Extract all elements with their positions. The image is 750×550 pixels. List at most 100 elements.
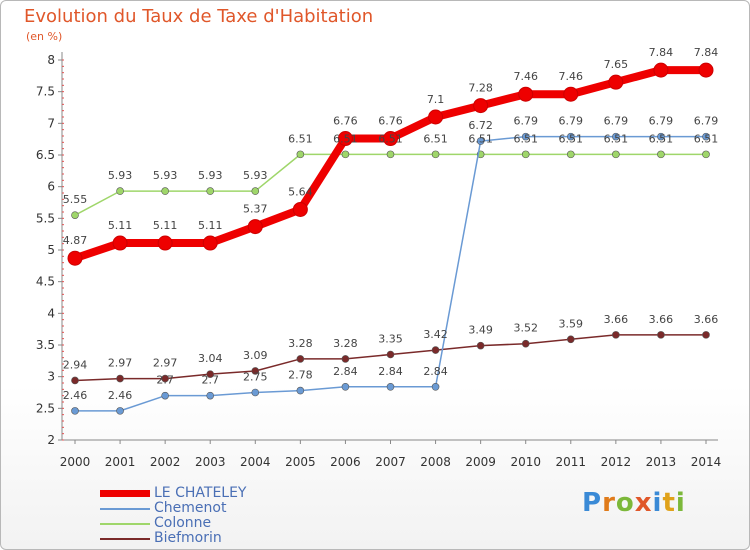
data-label: 7.28 bbox=[468, 82, 493, 95]
data-point bbox=[341, 382, 350, 391]
data-point bbox=[698, 62, 714, 78]
data-label: 3.09 bbox=[243, 349, 268, 362]
data-label: 2.78 bbox=[288, 369, 313, 382]
data-point bbox=[251, 187, 260, 195]
data-label: 5.11 bbox=[153, 219, 178, 232]
data-point bbox=[473, 98, 489, 114]
data-label: 3.42 bbox=[423, 328, 448, 341]
data-point bbox=[296, 150, 305, 159]
data-label: 2.97 bbox=[153, 357, 178, 370]
data-label: 5.11 bbox=[198, 219, 223, 232]
y-tick-label: 5 bbox=[47, 243, 55, 257]
legend-label: Colonne bbox=[154, 515, 212, 531]
data-label: 2.46 bbox=[108, 389, 133, 402]
data-point bbox=[116, 407, 124, 415]
data-label: 2.7 bbox=[156, 374, 174, 387]
data-label: 3.66 bbox=[604, 313, 629, 326]
x-tick-label: 2012 bbox=[601, 455, 632, 469]
data-label: 6.79 bbox=[559, 115, 584, 128]
data-label: 3.49 bbox=[468, 324, 493, 337]
data-point bbox=[157, 235, 173, 251]
data-point bbox=[112, 235, 128, 251]
data-label: 2.84 bbox=[423, 365, 448, 378]
series-line-colonne bbox=[74, 153, 707, 216]
data-label: 7.46 bbox=[513, 70, 538, 83]
data-point bbox=[702, 150, 710, 159]
y-tick-label: 5.5 bbox=[36, 211, 55, 225]
data-point bbox=[612, 331, 620, 339]
data-point bbox=[247, 219, 263, 235]
legend-label: LE CHATELEY bbox=[154, 485, 247, 501]
data-label: 3.59 bbox=[559, 317, 584, 330]
data-label: 2.75 bbox=[243, 371, 268, 384]
data-label: 2.94 bbox=[63, 358, 88, 371]
y-tick-label: 6 bbox=[47, 180, 55, 194]
data-label: 5.11 bbox=[108, 219, 133, 232]
y-tick-label: 7 bbox=[47, 116, 55, 130]
data-label: 6.79 bbox=[649, 115, 674, 128]
data-point bbox=[161, 391, 169, 400]
data-point bbox=[653, 62, 669, 78]
data-point bbox=[612, 132, 620, 141]
data-point bbox=[296, 386, 305, 395]
data-point bbox=[428, 109, 444, 125]
data-point bbox=[383, 131, 398, 147]
data-point bbox=[431, 382, 440, 391]
data-point bbox=[518, 86, 534, 102]
data-label: 6.51 bbox=[604, 132, 629, 145]
data-label: 6.76 bbox=[333, 115, 358, 128]
data-point bbox=[563, 86, 579, 102]
data-point bbox=[657, 132, 665, 141]
data-point bbox=[521, 132, 530, 141]
x-tick-label: 2008 bbox=[420, 455, 451, 469]
y-tick-label: 7.5 bbox=[36, 85, 55, 99]
chart-title: Evolution du Taux de Taxe d'Habitation bbox=[24, 6, 374, 27]
data-label: 6.51 bbox=[378, 132, 403, 145]
x-tick-label: 2011 bbox=[556, 455, 587, 469]
data-label: 3.28 bbox=[288, 337, 313, 350]
data-label: 4.87 bbox=[63, 234, 88, 247]
data-label: 2.97 bbox=[108, 357, 133, 370]
y-tick-label: 4.5 bbox=[36, 275, 55, 289]
data-point bbox=[566, 335, 575, 344]
data-label: 3.66 bbox=[649, 313, 674, 326]
data-label: 6.51 bbox=[559, 132, 584, 145]
x-tick-label: 2001 bbox=[105, 455, 136, 469]
data-point bbox=[521, 339, 530, 348]
data-point bbox=[116, 374, 124, 383]
data-point bbox=[431, 346, 440, 354]
legend-swatch bbox=[100, 490, 150, 497]
y-tick-label: 2.5 bbox=[36, 401, 55, 415]
data-label: 7.65 bbox=[604, 58, 629, 71]
unit-label: (en %) bbox=[26, 30, 63, 43]
legend-swatch bbox=[100, 538, 150, 540]
data-label: 7.1 bbox=[427, 93, 445, 106]
data-point bbox=[476, 341, 485, 350]
data-point bbox=[566, 132, 575, 141]
data-label: 6.51 bbox=[288, 132, 313, 145]
data-point bbox=[71, 376, 79, 385]
data-label: 6.79 bbox=[513, 115, 538, 128]
data-label: 3.04 bbox=[198, 352, 223, 365]
data-label: 5.93 bbox=[153, 169, 178, 182]
y-tick-label: 3 bbox=[47, 370, 55, 384]
x-tick-label: 2007 bbox=[375, 455, 406, 469]
data-label: 7.84 bbox=[649, 46, 674, 59]
data-label: 6.51 bbox=[423, 132, 448, 145]
x-tick-label: 2004 bbox=[240, 455, 271, 469]
data-point bbox=[161, 374, 169, 383]
x-tick-label: 2005 bbox=[285, 455, 316, 469]
y-tick-label: 2 bbox=[47, 433, 55, 447]
data-label: 6.76 bbox=[378, 115, 403, 128]
data-label: 6.51 bbox=[649, 132, 674, 145]
data-point bbox=[206, 370, 215, 378]
y-tick-label: 4 bbox=[47, 306, 55, 320]
legend-label: Chemenot bbox=[154, 500, 227, 516]
y-tick-label: 6.5 bbox=[36, 148, 55, 162]
data-label: 5.93 bbox=[198, 169, 223, 182]
data-point bbox=[116, 187, 124, 195]
data-label: 3.66 bbox=[694, 313, 719, 326]
data-point bbox=[341, 150, 350, 159]
y-tick-label: 8 bbox=[47, 53, 55, 67]
